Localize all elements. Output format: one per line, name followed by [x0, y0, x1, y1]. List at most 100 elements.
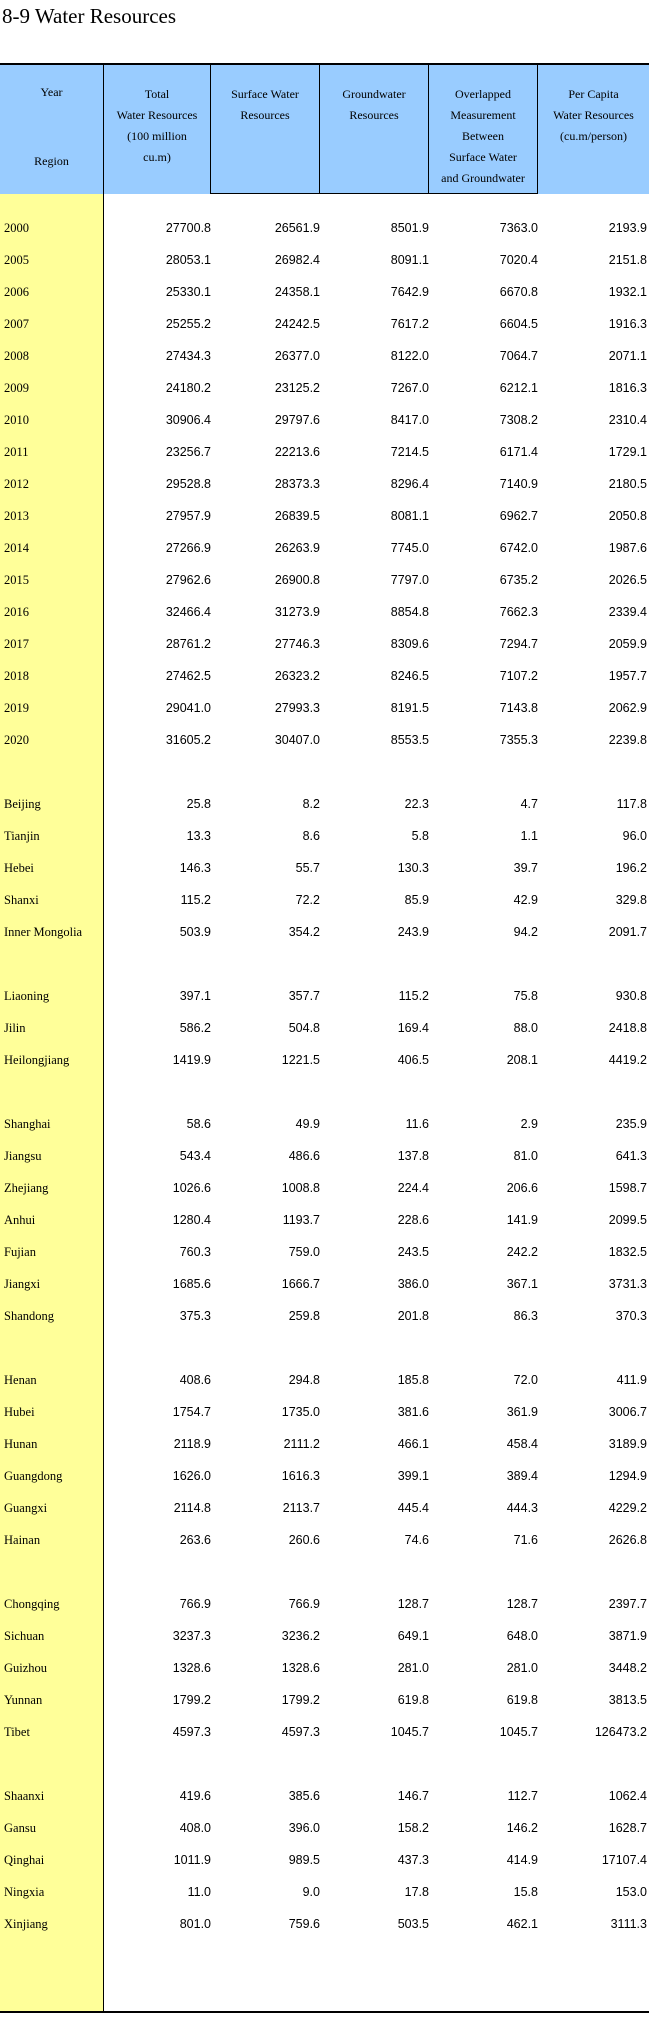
- row-label: Hubei: [4, 1405, 35, 1419]
- cell-value: 466.1: [397, 1437, 429, 1451]
- cell-value: 141.9: [506, 1213, 538, 1227]
- cell-value: 24358.1: [274, 285, 320, 299]
- cell-value: 72.0: [513, 1373, 538, 1387]
- cell-value: 196.2: [615, 861, 647, 875]
- cell-value: 458.4: [506, 1437, 538, 1451]
- cell-value: 26377.0: [274, 349, 320, 363]
- cell-value: 386.0: [397, 1277, 429, 1291]
- cell-value: 370.3: [615, 1309, 647, 1323]
- table-row: Hainan 263.6 260.6 74.6 71.6 2626.8: [0, 1524, 649, 1556]
- cell-value: 1011.9: [173, 1853, 211, 1867]
- cell-value: 586.2: [179, 1021, 211, 1035]
- cell-value: 4597.3: [172, 1725, 211, 1739]
- cell-value: 8417.0: [390, 413, 429, 427]
- cell-value: 8296.4: [390, 477, 429, 491]
- cell-value: 22213.6: [274, 445, 320, 459]
- cell-value: 208.1: [506, 1053, 538, 1067]
- cell-value: 85.9: [404, 893, 429, 907]
- cell-value: 2.9: [520, 1117, 538, 1131]
- cell-value: 408.0: [179, 1821, 211, 1835]
- header-line: cu.m): [143, 150, 171, 164]
- cell-value: 130.3: [397, 861, 429, 875]
- cell-value: 27700.8: [165, 221, 211, 235]
- table-row: Anhui 1280.4 1193.7 228.6 141.9 2099.5: [0, 1204, 649, 1236]
- cell-value: 243.9: [397, 925, 429, 939]
- cell-value: 2239.8: [608, 733, 647, 747]
- cell-value: 8.2: [302, 797, 320, 811]
- table-row: Guangxi 2114.8 2113.7 445.4 444.3 4229.2: [0, 1492, 649, 1524]
- cell-value: 28053.1: [165, 253, 211, 267]
- row-label: Inner Mongolia: [4, 925, 83, 939]
- cell-value: 128.7: [506, 1597, 538, 1611]
- cell-value: 27434.3: [165, 349, 211, 363]
- cell-value: 2111.2: [283, 1437, 320, 1451]
- cell-value: 1799.2: [281, 1693, 320, 1707]
- cell-value: 1.1: [520, 829, 538, 843]
- header-surface-water: Surface Water Resources: [210, 65, 319, 194]
- header-line: Measurement: [450, 108, 516, 122]
- row-label: Shaanxi: [4, 1789, 45, 1803]
- cell-value: 8246.5: [390, 669, 429, 683]
- cell-value: 25.8: [186, 797, 211, 811]
- cell-value: 24180.2: [165, 381, 211, 395]
- stub-column-rule: [103, 194, 104, 2013]
- cell-value: 26263.9: [274, 541, 320, 555]
- cell-value: 8191.5: [390, 701, 429, 715]
- table-bottom-rule: [0, 2011, 649, 2013]
- row-label: Ningxia: [4, 1885, 45, 1899]
- row-label: Tianjin: [4, 829, 40, 843]
- row-label: 2019: [4, 701, 29, 715]
- cell-value: 5.8: [411, 829, 429, 843]
- cell-value: 169.4: [397, 1021, 429, 1035]
- cell-value: 13.3: [186, 829, 211, 843]
- cell-value: 4.7: [520, 797, 538, 811]
- cell-value: 137.8: [397, 1149, 429, 1163]
- row-label: Jilin: [4, 1021, 26, 1035]
- cell-value: 81.0: [513, 1149, 538, 1163]
- cell-value: 30906.4: [165, 413, 211, 427]
- cell-value: 25255.2: [165, 317, 211, 331]
- header-line: Groundwater: [342, 87, 406, 101]
- cell-value: 930.8: [615, 989, 647, 1003]
- cell-value: 26982.4: [274, 253, 320, 267]
- cell-value: 7020.4: [499, 253, 538, 267]
- table-row: 2020 31605.2 30407.0 8553.5 7355.3 2239.8: [0, 724, 649, 756]
- cell-value: 3006.7: [608, 1405, 647, 1419]
- cell-value: 146.7: [397, 1789, 429, 1803]
- row-label: Fujian: [4, 1245, 36, 1259]
- cell-value: 2059.9: [608, 637, 647, 651]
- cell-value: 2151.8: [608, 253, 647, 267]
- cell-value: 766.9: [179, 1597, 211, 1611]
- cell-value: 25330.1: [165, 285, 211, 299]
- table-row: 2005 28053.1 26982.4 8091.1 7020.4 2151.8: [0, 244, 649, 276]
- cell-value: 3236.2: [281, 1629, 320, 1643]
- cell-value: 7214.5: [390, 445, 429, 459]
- cell-value: 201.8: [397, 1309, 429, 1323]
- cell-value: 2062.9: [608, 701, 647, 715]
- cell-value: 26561.9: [274, 221, 320, 235]
- cell-value: 243.5: [397, 1245, 429, 1259]
- row-label: 2006: [4, 285, 29, 299]
- row-label: Hebei: [4, 861, 34, 875]
- cell-value: 8553.5: [390, 733, 429, 747]
- row-label: Guangxi: [4, 1501, 48, 1515]
- cell-value: 385.6: [288, 1789, 320, 1803]
- cell-value: 146.2: [506, 1821, 538, 1835]
- table-row: Hebei 146.3 55.7 130.3 39.7 196.2: [0, 852, 649, 884]
- cell-value: 71.6: [513, 1533, 538, 1547]
- cell-value: 26900.8: [274, 573, 320, 587]
- cell-value: 2418.8: [608, 1021, 647, 1035]
- row-label: Jiangsu: [4, 1149, 42, 1163]
- table-row: 2009 24180.2 23125.2 7267.0 6212.1 1816.3: [0, 372, 649, 404]
- cell-value: 75.8: [513, 989, 538, 1003]
- table-row: Shanghai 58.6 49.9 11.6 2.9 235.9: [0, 1108, 649, 1140]
- water-resources-table: Year Region Total Water Resources (100 mil…: [0, 63, 649, 2013]
- cell-value: 397.1: [179, 989, 211, 1003]
- cell-value: 17107.4: [601, 1853, 647, 1867]
- cell-value: 367.1: [506, 1277, 538, 1291]
- cell-value: 2050.8: [608, 509, 647, 523]
- cell-value: 7797.0: [390, 573, 429, 587]
- row-label: 2008: [4, 349, 29, 363]
- cell-value: 2310.4: [608, 413, 647, 427]
- cell-value: 6742.0: [499, 541, 538, 555]
